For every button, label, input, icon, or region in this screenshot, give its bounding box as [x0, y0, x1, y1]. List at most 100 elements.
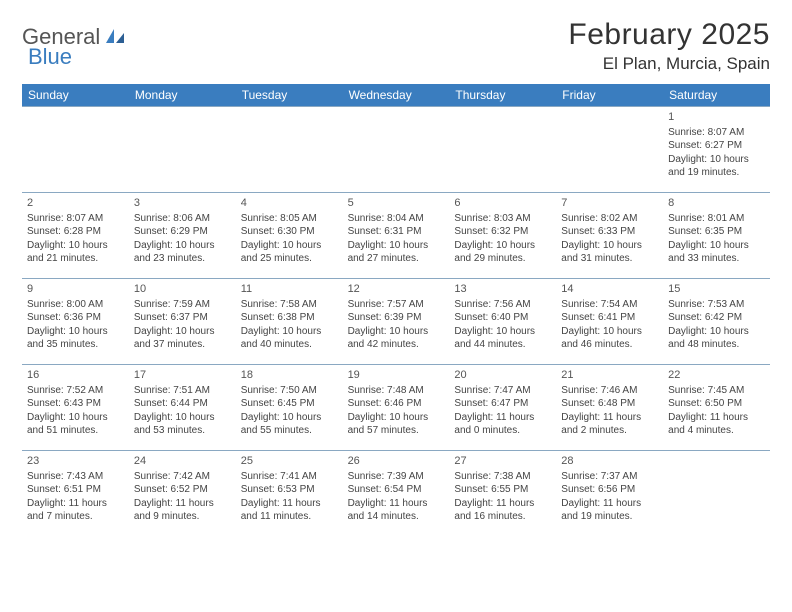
weekday-label: Thursday	[449, 84, 556, 106]
calendar-cell: 5Sunrise: 8:04 AMSunset: 6:31 PMDaylight…	[343, 192, 450, 278]
daylight-text: and 9 minutes.	[134, 510, 231, 524]
day-number: 28	[561, 454, 658, 469]
calendar-cell: 15Sunrise: 7:53 AMSunset: 6:42 PMDayligh…	[663, 278, 770, 364]
sunrise-text: Sunrise: 8:06 AM	[134, 212, 231, 226]
sunset-text: Sunset: 6:29 PM	[134, 225, 231, 239]
calendar-cell	[343, 106, 450, 192]
weekday-label: Tuesday	[236, 84, 343, 106]
day-number: 18	[241, 368, 338, 383]
calendar-cell: 20Sunrise: 7:47 AMSunset: 6:47 PMDayligh…	[449, 364, 556, 450]
sunrise-text: Sunrise: 7:57 AM	[348, 298, 445, 312]
daylight-text: and 35 minutes.	[27, 338, 124, 352]
sunset-text: Sunset: 6:40 PM	[454, 311, 551, 325]
sunrise-text: Sunrise: 7:54 AM	[561, 298, 658, 312]
day-number: 3	[134, 196, 231, 211]
calendar-cell: 8Sunrise: 8:01 AMSunset: 6:35 PMDaylight…	[663, 192, 770, 278]
daylight-text: Daylight: 10 hours	[561, 239, 658, 253]
day-number: 5	[348, 196, 445, 211]
daylight-text: and 19 minutes.	[668, 166, 765, 180]
calendar-cell: 3Sunrise: 8:06 AMSunset: 6:29 PMDaylight…	[129, 192, 236, 278]
daylight-text: and 46 minutes.	[561, 338, 658, 352]
daylight-text: Daylight: 10 hours	[668, 325, 765, 339]
sunrise-text: Sunrise: 7:45 AM	[668, 384, 765, 398]
sunrise-text: Sunrise: 7:59 AM	[134, 298, 231, 312]
daylight-text: Daylight: 10 hours	[134, 239, 231, 253]
daylight-text: Daylight: 11 hours	[561, 497, 658, 511]
sunrise-text: Sunrise: 8:03 AM	[454, 212, 551, 226]
calendar-cell	[663, 450, 770, 536]
daylight-text: and 23 minutes.	[134, 252, 231, 266]
daylight-text: Daylight: 10 hours	[27, 325, 124, 339]
sunset-text: Sunset: 6:35 PM	[668, 225, 765, 239]
daylight-text: and 51 minutes.	[27, 424, 124, 438]
sunrise-text: Sunrise: 8:04 AM	[348, 212, 445, 226]
day-number: 13	[454, 282, 551, 297]
daylight-text: Daylight: 10 hours	[134, 325, 231, 339]
weekday-label: Saturday	[663, 84, 770, 106]
sunset-text: Sunset: 6:47 PM	[454, 397, 551, 411]
daylight-text: Daylight: 10 hours	[348, 325, 445, 339]
sunrise-text: Sunrise: 7:58 AM	[241, 298, 338, 312]
daylight-text: and 40 minutes.	[241, 338, 338, 352]
daylight-text: and 21 minutes.	[27, 252, 124, 266]
sunset-text: Sunset: 6:30 PM	[241, 225, 338, 239]
daylight-text: and 33 minutes.	[668, 252, 765, 266]
sunrise-text: Sunrise: 8:02 AM	[561, 212, 658, 226]
daylight-text: and 4 minutes.	[668, 424, 765, 438]
daylight-text: and 31 minutes.	[561, 252, 658, 266]
day-number: 6	[454, 196, 551, 211]
sunrise-text: Sunrise: 7:50 AM	[241, 384, 338, 398]
sunrise-text: Sunrise: 7:53 AM	[668, 298, 765, 312]
day-number: 23	[27, 454, 124, 469]
location: El Plan, Murcia, Spain	[568, 54, 770, 74]
daylight-text: Daylight: 11 hours	[241, 497, 338, 511]
sunrise-text: Sunrise: 7:48 AM	[348, 384, 445, 398]
calendar-cell: 14Sunrise: 7:54 AMSunset: 6:41 PMDayligh…	[556, 278, 663, 364]
day-number: 4	[241, 196, 338, 211]
sunrise-text: Sunrise: 8:07 AM	[668, 126, 765, 140]
sunset-text: Sunset: 6:41 PM	[561, 311, 658, 325]
logo-sail-icon	[104, 27, 126, 50]
sunset-text: Sunset: 6:39 PM	[348, 311, 445, 325]
daylight-text: and 42 minutes.	[348, 338, 445, 352]
calendar-cell	[556, 106, 663, 192]
day-number: 11	[241, 282, 338, 297]
sunset-text: Sunset: 6:28 PM	[27, 225, 124, 239]
sunset-text: Sunset: 6:45 PM	[241, 397, 338, 411]
calendar-cell: 13Sunrise: 7:56 AMSunset: 6:40 PMDayligh…	[449, 278, 556, 364]
calendar-cell: 6Sunrise: 8:03 AMSunset: 6:32 PMDaylight…	[449, 192, 556, 278]
daylight-text: and 29 minutes.	[454, 252, 551, 266]
daylight-text: Daylight: 10 hours	[454, 325, 551, 339]
sunset-text: Sunset: 6:50 PM	[668, 397, 765, 411]
daylight-text: Daylight: 11 hours	[27, 497, 124, 511]
calendar-cell: 4Sunrise: 8:05 AMSunset: 6:30 PMDaylight…	[236, 192, 343, 278]
daylight-text: Daylight: 10 hours	[348, 411, 445, 425]
sunrise-text: Sunrise: 7:56 AM	[454, 298, 551, 312]
day-number: 2	[27, 196, 124, 211]
day-number: 10	[134, 282, 231, 297]
header: General February 2025 El Plan, Murcia, S…	[22, 18, 770, 74]
daylight-text: and 53 minutes.	[134, 424, 231, 438]
daylight-text: and 27 minutes.	[348, 252, 445, 266]
daylight-text: Daylight: 10 hours	[134, 411, 231, 425]
calendar-cell: 28Sunrise: 7:37 AMSunset: 6:56 PMDayligh…	[556, 450, 663, 536]
weekday-label: Friday	[556, 84, 663, 106]
daylight-text: and 57 minutes.	[348, 424, 445, 438]
day-number: 7	[561, 196, 658, 211]
calendar-cell: 24Sunrise: 7:42 AMSunset: 6:52 PMDayligh…	[129, 450, 236, 536]
calendar-cell: 17Sunrise: 7:51 AMSunset: 6:44 PMDayligh…	[129, 364, 236, 450]
daylight-text: and 25 minutes.	[241, 252, 338, 266]
calendar-cell: 22Sunrise: 7:45 AMSunset: 6:50 PMDayligh…	[663, 364, 770, 450]
day-number: 16	[27, 368, 124, 383]
sunset-text: Sunset: 6:32 PM	[454, 225, 551, 239]
sunset-text: Sunset: 6:44 PM	[134, 397, 231, 411]
calendar-cell	[129, 106, 236, 192]
calendar-cell: 1Sunrise: 8:07 AMSunset: 6:27 PMDaylight…	[663, 106, 770, 192]
sunrise-text: Sunrise: 7:37 AM	[561, 470, 658, 484]
sunset-text: Sunset: 6:42 PM	[668, 311, 765, 325]
calendar-cell: 19Sunrise: 7:48 AMSunset: 6:46 PMDayligh…	[343, 364, 450, 450]
daylight-text: Daylight: 10 hours	[241, 239, 338, 253]
daylight-text: and 48 minutes.	[668, 338, 765, 352]
calendar-cell: 25Sunrise: 7:41 AMSunset: 6:53 PMDayligh…	[236, 450, 343, 536]
calendar-cell: 18Sunrise: 7:50 AMSunset: 6:45 PMDayligh…	[236, 364, 343, 450]
